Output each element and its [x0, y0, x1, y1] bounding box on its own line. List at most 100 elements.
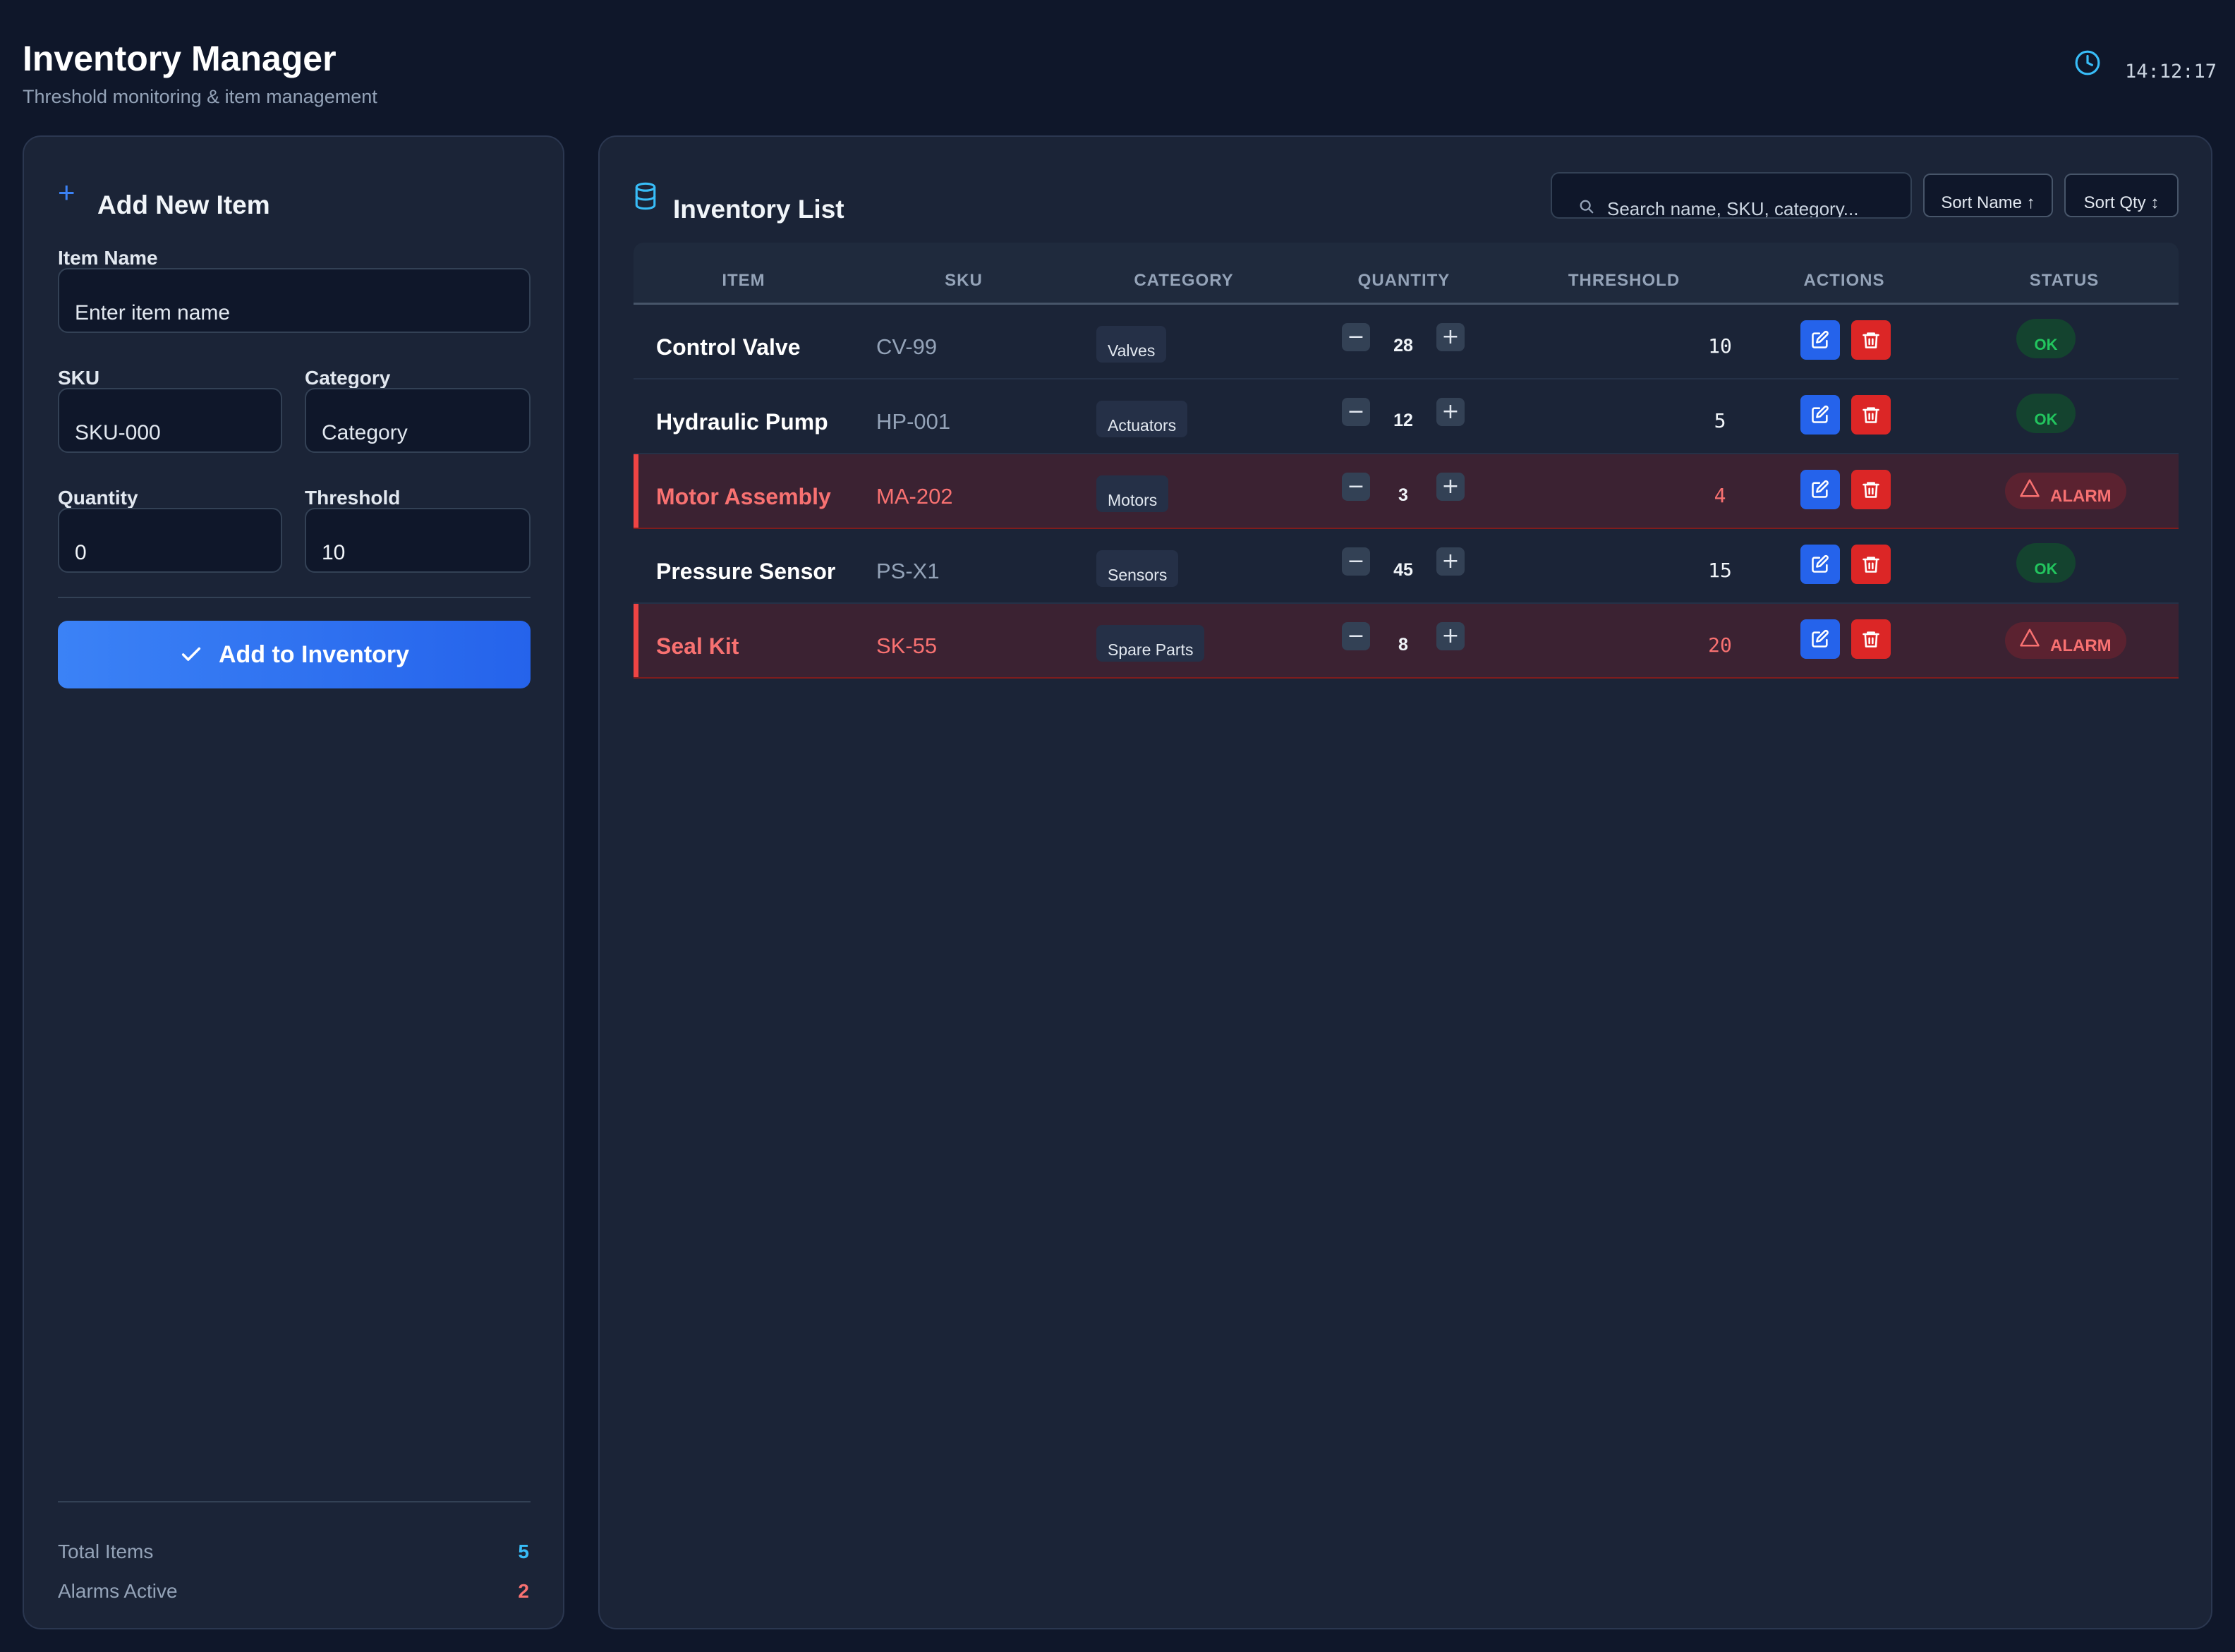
edit-button[interactable] [1800, 320, 1840, 360]
status-label: ALARM [2050, 636, 2112, 655]
status-badge-alarm: ALARM [2005, 622, 2126, 659]
status-badge-ok: OK [2016, 394, 2076, 433]
edit-button[interactable] [1800, 470, 1840, 509]
stats-divider [58, 1501, 531, 1502]
column-header-quantity[interactable]: QUANTITY [1357, 271, 1450, 290]
alarms-active-label: Alarms Active [58, 1580, 178, 1602]
status-label: OK [2034, 411, 2058, 428]
delete-button[interactable] [1851, 395, 1891, 435]
column-header-sku[interactable]: SKU [945, 271, 983, 290]
table-row: Control Valve CV-99 Valves − 28 + 10 OK [634, 305, 2179, 379]
column-header-status[interactable]: STATUS [2029, 271, 2100, 290]
database-icon [635, 182, 656, 210]
edit-icon [1812, 480, 1829, 498]
category-tag: Valves [1096, 326, 1167, 363]
delete-button[interactable] [1851, 470, 1891, 509]
table-body: Control Valve CV-99 Valves − 28 + 10 OK … [634, 305, 2179, 679]
inventory-panel: Inventory List Sort Name ↑ Sort Qty ↕ IT… [598, 135, 2212, 1629]
status-badge-ok: OK [2016, 543, 2076, 583]
item-name: Motor Assembly [656, 484, 831, 509]
decrease-quantity-button[interactable]: − [1342, 622, 1370, 650]
item-name: Hydraulic Pump [656, 409, 828, 435]
increase-quantity-button[interactable]: + [1436, 398, 1465, 426]
increase-quantity-button[interactable]: + [1436, 622, 1465, 650]
item-name: Control Valve [656, 334, 801, 360]
edit-icon [1812, 330, 1829, 348]
inventory-list-title: Inventory List [673, 195, 844, 224]
item-sku: PS-X1 [876, 559, 940, 583]
trash-icon [1862, 407, 1879, 423]
sku-label: SKU [58, 367, 100, 389]
search-icon [1580, 200, 1594, 214]
edit-button[interactable] [1800, 619, 1840, 659]
threshold-value: 5 [1714, 409, 1726, 432]
item-sku: HP-001 [876, 409, 951, 434]
trash-icon [1862, 631, 1879, 648]
status-label: ALARM [2050, 487, 2112, 506]
quantity-value: 28 [1393, 336, 1413, 356]
threshold-label: Threshold [305, 487, 401, 509]
quantity-label: Quantity [58, 487, 138, 509]
quantity-input[interactable] [58, 508, 282, 573]
add-button-label: Add to Inventory [218, 640, 410, 668]
edit-icon [1812, 405, 1829, 423]
column-header-category[interactable]: CATEGORY [1134, 271, 1234, 290]
edit-button[interactable] [1800, 545, 1840, 584]
edit-button[interactable] [1800, 395, 1840, 435]
increase-quantity-button[interactable]: + [1436, 473, 1465, 501]
sku-input[interactable] [58, 388, 282, 453]
page-title: Inventory Manager [23, 39, 337, 78]
item-name: Pressure Sensor [656, 559, 836, 584]
sort-name-button[interactable]: Sort Name ↑ [1923, 174, 2053, 217]
clock-icon [2075, 50, 2100, 75]
item-sku: SK-55 [876, 633, 938, 658]
table-row: Motor Assembly MA-202 Motors − 3 + 4 ALA… [634, 454, 2179, 529]
total-items-value: 5 [518, 1541, 529, 1562]
column-header-threshold[interactable]: THRESHOLD [1568, 271, 1680, 290]
table-row: Pressure Sensor PS-X1 Sensors − 45 + 15 … [634, 529, 2179, 604]
warning-icon [2020, 628, 2040, 647]
trash-icon [1862, 557, 1879, 573]
trash-icon [1862, 482, 1879, 498]
sort-qty-button[interactable]: Sort Qty ↕ [2064, 174, 2179, 217]
increase-quantity-button[interactable]: + [1436, 547, 1465, 576]
search-box [1551, 172, 1912, 219]
item-name-label: Item Name [58, 247, 158, 269]
item-name-input[interactable] [58, 268, 531, 333]
quantity-value: 12 [1393, 411, 1413, 430]
add-item-panel: + Add New Item Item Name SKU Category Qu… [23, 135, 564, 1629]
decrease-quantity-button[interactable]: − [1342, 398, 1370, 426]
add-to-inventory-button[interactable]: Add to Inventory [58, 621, 531, 688]
decrease-quantity-button[interactable]: − [1342, 547, 1370, 576]
add-item-title: Add New Item [97, 190, 270, 219]
page-subtitle: Threshold monitoring & item management [23, 86, 377, 107]
clock-time: 14:12:17 [2125, 61, 2217, 83]
threshold-value: 15 [1708, 559, 1732, 582]
quantity-value: 8 [1398, 635, 1408, 655]
item-name: Seal Kit [656, 633, 739, 659]
decrease-quantity-button[interactable]: − [1342, 323, 1370, 351]
increase-quantity-button[interactable]: + [1436, 323, 1465, 351]
category-tag: Spare Parts [1096, 625, 1205, 662]
inventory-table: ITEM SKU CATEGORY QUANTITY THRESHOLD ACT… [634, 243, 2179, 679]
decrease-quantity-button[interactable]: − [1342, 473, 1370, 501]
threshold-input[interactable] [305, 508, 531, 573]
trash-icon [1862, 332, 1879, 348]
quantity-value: 3 [1398, 485, 1408, 505]
column-header-item[interactable]: ITEM [722, 271, 765, 290]
total-items-label: Total Items [58, 1541, 154, 1562]
threshold-value: 20 [1708, 633, 1732, 657]
plus-icon: + [58, 176, 75, 209]
quantity-value: 45 [1393, 560, 1413, 580]
delete-button[interactable] [1851, 545, 1891, 584]
delete-button[interactable] [1851, 619, 1891, 659]
item-sku: CV-99 [876, 334, 938, 359]
check-icon [181, 647, 201, 661]
category-input[interactable] [305, 388, 531, 453]
status-label: OK [2034, 560, 2058, 578]
column-header-actions: ACTIONS [1803, 271, 1885, 290]
search-input[interactable] [1607, 174, 1903, 217]
category-tag: Actuators [1096, 401, 1188, 437]
delete-button[interactable] [1851, 320, 1891, 360]
